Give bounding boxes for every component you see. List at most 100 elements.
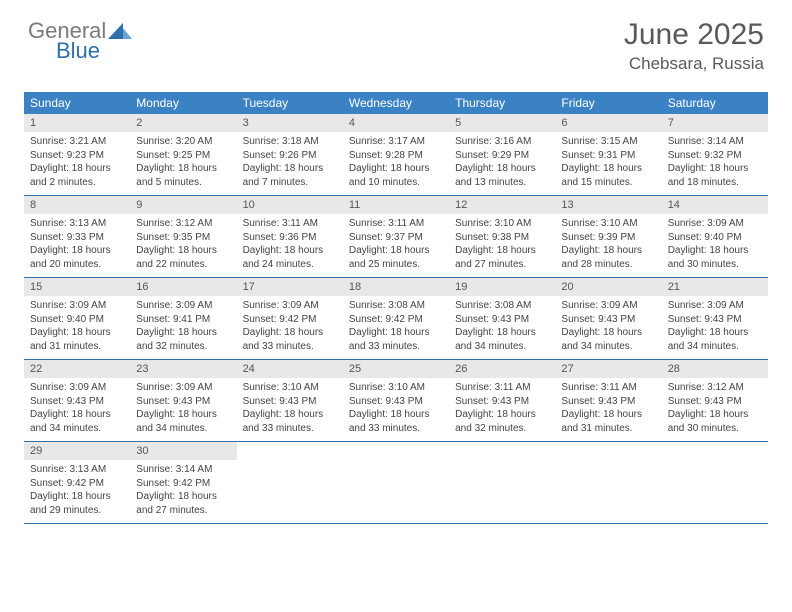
day-details: Sunrise: 3:09 AMSunset: 9:43 PMDaylight:… [24,378,130,441]
calendar-day-cell: 27Sunrise: 3:11 AMSunset: 9:43 PMDayligh… [555,360,661,441]
brand-logo: GeneralBlue [28,18,132,64]
day-details: Sunrise: 3:10 AMSunset: 9:43 PMDaylight:… [343,378,449,441]
calendar-day-cell: 13Sunrise: 3:10 AMSunset: 9:39 PMDayligh… [555,196,661,277]
calendar-day-cell: 17Sunrise: 3:09 AMSunset: 9:42 PMDayligh… [237,278,343,359]
day-details: Sunrise: 3:10 AMSunset: 9:43 PMDaylight:… [237,378,343,441]
calendar-day-cell: 2Sunrise: 3:20 AMSunset: 9:25 PMDaylight… [130,114,236,195]
weekday-header-row: SundayMondayTuesdayWednesdayThursdayFrid… [24,92,768,114]
calendar-week-row: 8Sunrise: 3:13 AMSunset: 9:33 PMDaylight… [24,196,768,278]
calendar-day-cell: 11Sunrise: 3:11 AMSunset: 9:37 PMDayligh… [343,196,449,277]
calendar-day-cell: 22Sunrise: 3:09 AMSunset: 9:43 PMDayligh… [24,360,130,441]
day-details: Sunrise: 3:13 AMSunset: 9:33 PMDaylight:… [24,214,130,277]
calendar-day-cell: 5Sunrise: 3:16 AMSunset: 9:29 PMDaylight… [449,114,555,195]
day-number: 10 [237,196,343,214]
day-details: Sunrise: 3:09 AMSunset: 9:40 PMDaylight:… [24,296,130,359]
calendar-day-cell: 12Sunrise: 3:10 AMSunset: 9:38 PMDayligh… [449,196,555,277]
calendar-day-cell: 16Sunrise: 3:09 AMSunset: 9:41 PMDayligh… [130,278,236,359]
day-number: 24 [237,360,343,378]
calendar-day-cell: 26Sunrise: 3:11 AMSunset: 9:43 PMDayligh… [449,360,555,441]
weekday-header: Wednesday [343,92,449,114]
calendar-day-cell [449,442,555,523]
day-details: Sunrise: 3:09 AMSunset: 9:42 PMDaylight:… [237,296,343,359]
calendar-weeks: 1Sunrise: 3:21 AMSunset: 9:23 PMDaylight… [24,114,768,524]
calendar-day-cell [343,442,449,523]
day-details: Sunrise: 3:09 AMSunset: 9:43 PMDaylight:… [555,296,661,359]
day-details: Sunrise: 3:10 AMSunset: 9:39 PMDaylight:… [555,214,661,277]
calendar-day-cell: 9Sunrise: 3:12 AMSunset: 9:35 PMDaylight… [130,196,236,277]
title-block: June 2025 Chebsara, Russia [624,18,764,74]
calendar-day-cell: 21Sunrise: 3:09 AMSunset: 9:43 PMDayligh… [662,278,768,359]
month-title: June 2025 [624,18,764,52]
day-number: 12 [449,196,555,214]
day-number: 2 [130,114,236,132]
calendar-day-cell: 19Sunrise: 3:08 AMSunset: 9:43 PMDayligh… [449,278,555,359]
calendar-day-cell: 6Sunrise: 3:15 AMSunset: 9:31 PMDaylight… [555,114,661,195]
calendar-day-cell [237,442,343,523]
calendar-day-cell: 1Sunrise: 3:21 AMSunset: 9:23 PMDaylight… [24,114,130,195]
calendar-day-cell: 23Sunrise: 3:09 AMSunset: 9:43 PMDayligh… [130,360,236,441]
day-number: 22 [24,360,130,378]
day-number: 11 [343,196,449,214]
calendar-week-row: 22Sunrise: 3:09 AMSunset: 9:43 PMDayligh… [24,360,768,442]
calendar-day-cell: 30Sunrise: 3:14 AMSunset: 9:42 PMDayligh… [130,442,236,523]
calendar-day-cell: 7Sunrise: 3:14 AMSunset: 9:32 PMDaylight… [662,114,768,195]
day-number: 20 [555,278,661,296]
calendar-day-cell: 29Sunrise: 3:13 AMSunset: 9:42 PMDayligh… [24,442,130,523]
day-details: Sunrise: 3:14 AMSunset: 9:42 PMDaylight:… [130,460,236,523]
day-details: Sunrise: 3:10 AMSunset: 9:38 PMDaylight:… [449,214,555,277]
calendar-day-cell: 3Sunrise: 3:18 AMSunset: 9:26 PMDaylight… [237,114,343,195]
calendar-day-cell: 14Sunrise: 3:09 AMSunset: 9:40 PMDayligh… [662,196,768,277]
day-details: Sunrise: 3:09 AMSunset: 9:41 PMDaylight:… [130,296,236,359]
weekday-header: Tuesday [237,92,343,114]
day-details: Sunrise: 3:13 AMSunset: 9:42 PMDaylight:… [24,460,130,523]
day-details: Sunrise: 3:11 AMSunset: 9:43 PMDaylight:… [555,378,661,441]
calendar-grid: SundayMondayTuesdayWednesdayThursdayFrid… [24,92,768,524]
calendar-day-cell: 25Sunrise: 3:10 AMSunset: 9:43 PMDayligh… [343,360,449,441]
calendar-day-cell: 20Sunrise: 3:09 AMSunset: 9:43 PMDayligh… [555,278,661,359]
day-details: Sunrise: 3:09 AMSunset: 9:40 PMDaylight:… [662,214,768,277]
day-number: 7 [662,114,768,132]
calendar-day-cell [555,442,661,523]
weekday-header: Thursday [449,92,555,114]
day-details: Sunrise: 3:12 AMSunset: 9:43 PMDaylight:… [662,378,768,441]
day-number: 16 [130,278,236,296]
day-number: 3 [237,114,343,132]
day-details: Sunrise: 3:08 AMSunset: 9:42 PMDaylight:… [343,296,449,359]
day-number: 13 [555,196,661,214]
calendar-day-cell: 15Sunrise: 3:09 AMSunset: 9:40 PMDayligh… [24,278,130,359]
location-label: Chebsara, Russia [624,54,764,74]
day-details: Sunrise: 3:12 AMSunset: 9:35 PMDaylight:… [130,214,236,277]
day-details: Sunrise: 3:16 AMSunset: 9:29 PMDaylight:… [449,132,555,195]
day-details: Sunrise: 3:09 AMSunset: 9:43 PMDaylight:… [130,378,236,441]
day-number: 21 [662,278,768,296]
brand-triangle-icon [108,21,132,44]
day-details: Sunrise: 3:14 AMSunset: 9:32 PMDaylight:… [662,132,768,195]
day-number: 27 [555,360,661,378]
day-details: Sunrise: 3:11 AMSunset: 9:36 PMDaylight:… [237,214,343,277]
calendar-week-row: 15Sunrise: 3:09 AMSunset: 9:40 PMDayligh… [24,278,768,360]
day-details: Sunrise: 3:21 AMSunset: 9:23 PMDaylight:… [24,132,130,195]
day-number: 6 [555,114,661,132]
day-number: 23 [130,360,236,378]
day-number: 1 [24,114,130,132]
day-number: 30 [130,442,236,460]
calendar-day-cell: 28Sunrise: 3:12 AMSunset: 9:43 PMDayligh… [662,360,768,441]
day-number: 15 [24,278,130,296]
calendar-day-cell: 18Sunrise: 3:08 AMSunset: 9:42 PMDayligh… [343,278,449,359]
calendar-day-cell: 10Sunrise: 3:11 AMSunset: 9:36 PMDayligh… [237,196,343,277]
day-number: 29 [24,442,130,460]
day-number: 9 [130,196,236,214]
calendar-day-cell: 24Sunrise: 3:10 AMSunset: 9:43 PMDayligh… [237,360,343,441]
calendar-week-row: 29Sunrise: 3:13 AMSunset: 9:42 PMDayligh… [24,442,768,524]
day-number: 5 [449,114,555,132]
day-details: Sunrise: 3:11 AMSunset: 9:37 PMDaylight:… [343,214,449,277]
day-details: Sunrise: 3:08 AMSunset: 9:43 PMDaylight:… [449,296,555,359]
weekday-header: Sunday [24,92,130,114]
day-number: 19 [449,278,555,296]
day-number: 25 [343,360,449,378]
calendar-day-cell: 8Sunrise: 3:13 AMSunset: 9:33 PMDaylight… [24,196,130,277]
day-details: Sunrise: 3:20 AMSunset: 9:25 PMDaylight:… [130,132,236,195]
day-number: 17 [237,278,343,296]
day-details: Sunrise: 3:09 AMSunset: 9:43 PMDaylight:… [662,296,768,359]
day-number: 28 [662,360,768,378]
